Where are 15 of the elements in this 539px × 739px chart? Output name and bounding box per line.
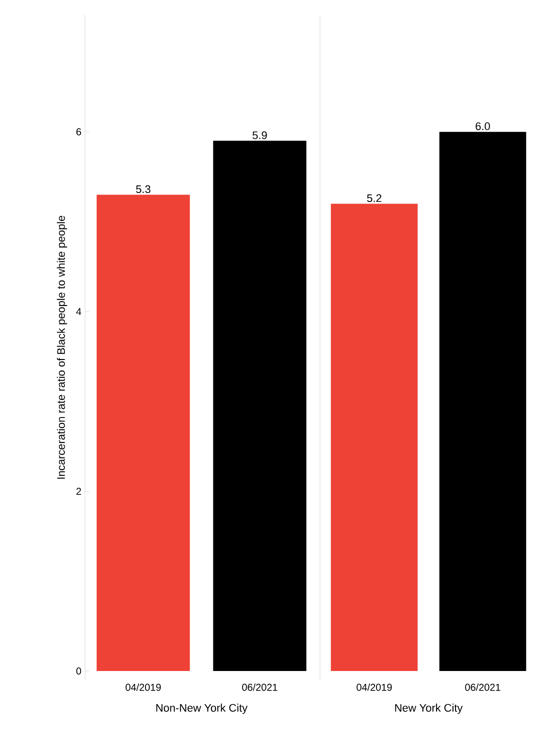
data-label: 5.2 [367, 194, 382, 202]
y-tick-label: 0 [76, 667, 82, 675]
data-label: 6.0 [476, 122, 490, 130]
x-axis-title: Non-New York City [156, 704, 248, 714]
x-tick-label: 06/2021 [465, 684, 500, 691]
x-axis-title: New York City [395, 704, 463, 714]
data-label: 5.3 [136, 185, 150, 194]
x-tick-label: 04/2019 [356, 684, 392, 691]
y-tick-label: 6 [76, 128, 82, 136]
x-tick-label: 04/2019 [126, 684, 161, 691]
x-tick-label: 06/2021 [242, 684, 278, 691]
y-tick-label: 2 [76, 488, 81, 495]
y-axis-title: Incarceration rate ratio of Black people to white people [56, 216, 68, 479]
y-tick-label: 4 [76, 308, 82, 315]
data-label: 5.9 [252, 131, 267, 140]
